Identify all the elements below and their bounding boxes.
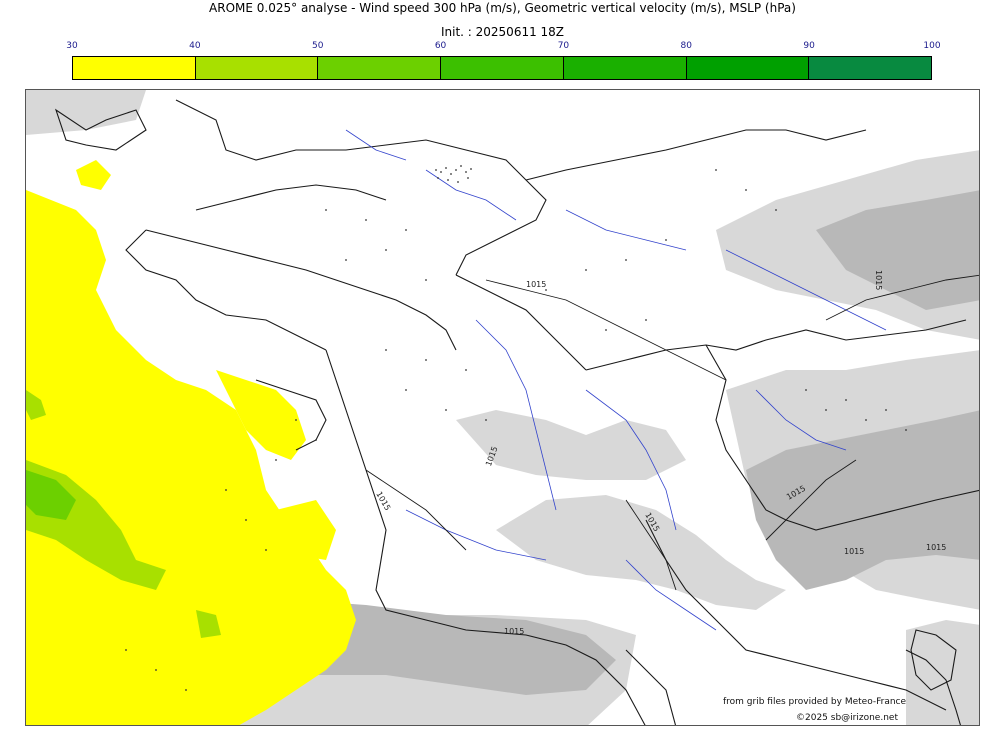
- init-time-subtitle: Init. : 20250611 18Z: [440, 25, 565, 39]
- isobar-label: 1015: [874, 270, 883, 290]
- colorbar-tick: 90: [803, 41, 815, 51]
- colorbar-tick: 60: [434, 41, 447, 51]
- colorbar-tick: 40: [189, 41, 201, 51]
- wind-speed-colorbar: [72, 56, 932, 80]
- colorbar-segment: [73, 57, 196, 79]
- isobar-label: 1015: [844, 547, 864, 556]
- colorbar-tick: 70: [557, 41, 570, 51]
- data-source-credit: from grib files provided by Meteo-France: [723, 697, 907, 707]
- rivers: [345, 129, 887, 631]
- colorbar-segment: [318, 57, 442, 79]
- isobars: [365, 274, 979, 591]
- isobar-label: 1015: [526, 280, 546, 289]
- colorbar-segment: [809, 57, 932, 79]
- colorbar-tick: 30: [66, 41, 78, 51]
- wind-speed-fill: [26, 160, 356, 725]
- copyright-credit: ©2025 sb@irizone.net: [796, 713, 898, 723]
- weather-map[interactable]: 1015 1015 1015 1015 1015 1015 1015 1015 …: [25, 89, 980, 726]
- chart-title: AROME 0.025° analyse - Wind speed 300 hP…: [209, 1, 796, 15]
- colorbar-segment: [686, 57, 810, 79]
- isobar-label: 1015: [374, 490, 392, 512]
- colorbar-tick: 50: [311, 41, 324, 51]
- colorbar-tick: 80: [680, 41, 693, 51]
- vertical-velocity-dots: [125, 165, 907, 691]
- colorbar-segment: [441, 57, 564, 79]
- coastlines: [54, 99, 979, 725]
- isobar-label: 1015: [504, 627, 524, 636]
- colorbar-tick: 100: [923, 41, 941, 51]
- isobar-label: 1015: [926, 543, 946, 552]
- colorbar-segment: [195, 57, 319, 79]
- colorbar-segment: [563, 57, 687, 79]
- colorbar-tick-labels: 30 40 50 60 70 80 90 100: [66, 41, 940, 53]
- map-canvas: 1015 1015 1015 1015 1015 1015 1015 1015 …: [26, 90, 979, 725]
